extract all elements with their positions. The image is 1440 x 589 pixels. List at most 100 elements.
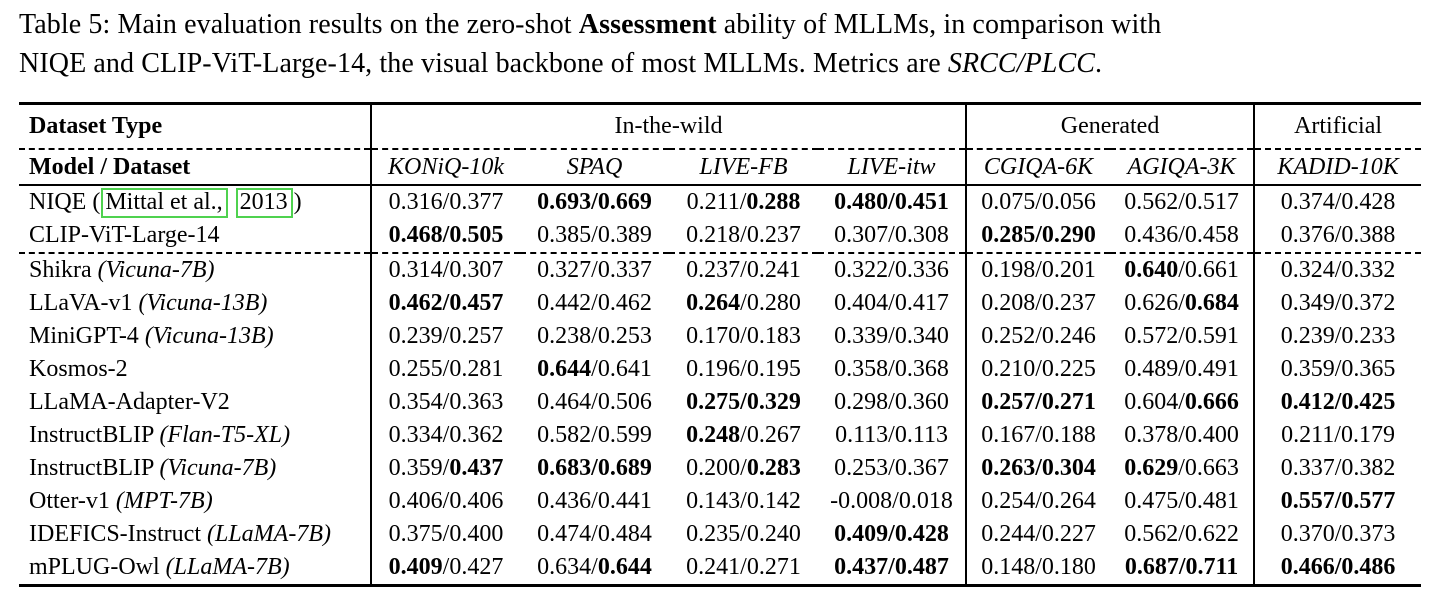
- score-cell: 0.370/0.373: [1253, 518, 1422, 551]
- srcc-value: 0.582: [537, 422, 592, 448]
- metric-slash: /: [740, 389, 747, 415]
- srcc-value: 0.375: [388, 521, 443, 547]
- plcc-value: 0.281: [449, 356, 504, 382]
- srcc-value: 0.322: [834, 257, 889, 283]
- plcc-value: 0.377: [449, 189, 504, 215]
- plcc-value: 0.195: [746, 356, 801, 382]
- score-cell: 0.462/0.457: [370, 287, 520, 320]
- metric-slash: /: [1178, 222, 1185, 248]
- plcc-value: 0.684: [1184, 290, 1239, 316]
- model-name-cell: LLaMA-Adapter-V2: [19, 386, 371, 419]
- citation-year-link[interactable]: 2013: [235, 187, 293, 218]
- score-cell: 0.210/0.225: [965, 353, 1111, 386]
- plcc-value: 0.367: [894, 455, 949, 481]
- srcc-value: 0.462: [388, 290, 443, 316]
- srcc-value: 0.359: [388, 455, 443, 481]
- srcc-value: 0.626: [1124, 290, 1179, 316]
- score-cell: 0.468/0.505: [370, 219, 520, 254]
- plcc-value: 0.441: [597, 488, 652, 514]
- score-cell: 0.263/0.304: [965, 452, 1111, 485]
- srcc-value: 0.075: [981, 189, 1036, 215]
- plcc-value: 0.237: [1041, 290, 1096, 316]
- model-variant: (Flan-T5-XL): [159, 422, 291, 448]
- srcc-value: 0.474: [537, 521, 592, 547]
- plcc-value: 0.188: [1041, 422, 1096, 448]
- srcc-value: 0.354: [388, 389, 443, 415]
- srcc-value: 0.378: [1124, 422, 1179, 448]
- metric-slash: /: [1334, 554, 1342, 580]
- metric-slash: /: [892, 488, 899, 514]
- score-cell: 0.604/0.666: [1110, 386, 1254, 419]
- metric-slash: /: [442, 323, 450, 349]
- metric-slash: /: [1334, 488, 1342, 514]
- plcc-value: 0.382: [1341, 455, 1396, 481]
- score-cell: 0.113/0.113: [818, 419, 966, 452]
- metric-slash: /: [591, 455, 598, 481]
- score-cell: 0.143/0.142: [669, 485, 818, 518]
- plcc-value: 0.417: [894, 290, 949, 316]
- caption-text: .: [1095, 48, 1103, 79]
- srcc-value: 0.307: [834, 222, 889, 248]
- srcc-value: 0.634: [537, 554, 592, 580]
- score-cell: 0.170/0.183: [669, 320, 818, 353]
- score-cell: 0.562/0.517: [1110, 185, 1254, 219]
- metric-slash: /: [591, 488, 598, 514]
- score-cell: 0.248/0.267: [669, 419, 818, 452]
- score-cell: 0.298/0.360: [818, 386, 966, 419]
- score-cell: 0.489/0.491: [1110, 353, 1254, 386]
- plcc-value: 0.363: [449, 389, 504, 415]
- metric-slash: /: [1035, 455, 1042, 481]
- plcc-value: 0.362: [449, 422, 504, 448]
- metric-slash: /: [1334, 521, 1342, 547]
- srcc-value: 0.687: [1124, 554, 1179, 580]
- group-header-in-the-wild: In-the-wild: [369, 103, 967, 150]
- citation-link[interactable]: Mittal et al.,: [101, 187, 228, 218]
- metric-slash: /: [442, 488, 450, 514]
- model-name-cell: Otter-v1 (MPT-7B): [19, 485, 371, 518]
- srcc-value: -0.008: [830, 488, 893, 514]
- plcc-value: 0.233: [1341, 323, 1396, 349]
- model-name: NIQE: [29, 188, 87, 215]
- plcc-value: 0.457: [449, 290, 504, 316]
- model-name: InstructBLIP: [29, 422, 154, 448]
- metric-slash: /: [591, 257, 598, 283]
- score-cell: 0.196/0.195: [669, 353, 818, 386]
- caption-text: NIQE and CLIP-ViT-Large-14, the visual b…: [19, 48, 948, 79]
- header-row-datasets: Model / Dataset KONiQ-10k SPAQ LIVE-FB L…: [19, 149, 1422, 186]
- srcc-value: 0.359: [1280, 356, 1335, 382]
- srcc-value: 0.349: [1280, 290, 1335, 316]
- plcc-value: 0.458: [1184, 222, 1239, 248]
- score-cell: 0.238/0.253: [520, 320, 669, 353]
- score-cell: 0.480/0.451: [818, 185, 966, 219]
- metric-slash: /: [888, 389, 895, 415]
- plcc-value: 0.505: [449, 222, 504, 248]
- group-header-artificial: Artificial: [1253, 103, 1422, 150]
- srcc-value: 0.255: [388, 356, 443, 382]
- metric-slash: /: [740, 455, 747, 481]
- srcc-value: 0.241: [686, 554, 741, 580]
- score-cell: 0.198/0.201: [965, 253, 1111, 287]
- table-row: Kosmos-2 0.255/0.281 0.644/0.641 0.196/0.19…: [19, 353, 1422, 386]
- model-name: IDEFICS-Instruct: [29, 521, 201, 547]
- plcc-value: 0.340: [894, 323, 949, 349]
- score-cell: 0.337/0.382: [1253, 452, 1422, 485]
- srcc-value: 0.562: [1124, 189, 1179, 215]
- plcc-value: 0.264: [1041, 488, 1096, 514]
- score-cell: 0.404/0.417: [818, 287, 966, 320]
- metric-slash: /: [888, 222, 895, 248]
- score-cell: 0.409/0.427: [370, 551, 520, 586]
- model-name-cell: LLaVA-v1 (Vicuna-13B): [19, 287, 371, 320]
- plcc-value: 0.491: [1184, 356, 1239, 382]
- dataset-header-kadid-10k: KADID-10K: [1253, 149, 1422, 186]
- model-name-cell: InstructBLIP (Flan-T5-XL): [19, 419, 371, 452]
- model-name-cell: mPLUG-Owl (LLaMA-7B): [19, 551, 371, 586]
- model-name: MiniGPT-4: [29, 323, 139, 349]
- plcc-value: 0.425: [1341, 389, 1396, 415]
- metric-slash: /: [740, 422, 747, 448]
- plcc-value: 0.666: [1184, 389, 1239, 415]
- plcc-value: 0.056: [1041, 189, 1096, 215]
- plcc-value: 0.368: [894, 356, 949, 382]
- srcc-value: 0.239: [388, 323, 443, 349]
- plcc-value: 0.622: [1184, 521, 1239, 547]
- dataset-header-live-itw: LIVE-itw: [818, 149, 967, 186]
